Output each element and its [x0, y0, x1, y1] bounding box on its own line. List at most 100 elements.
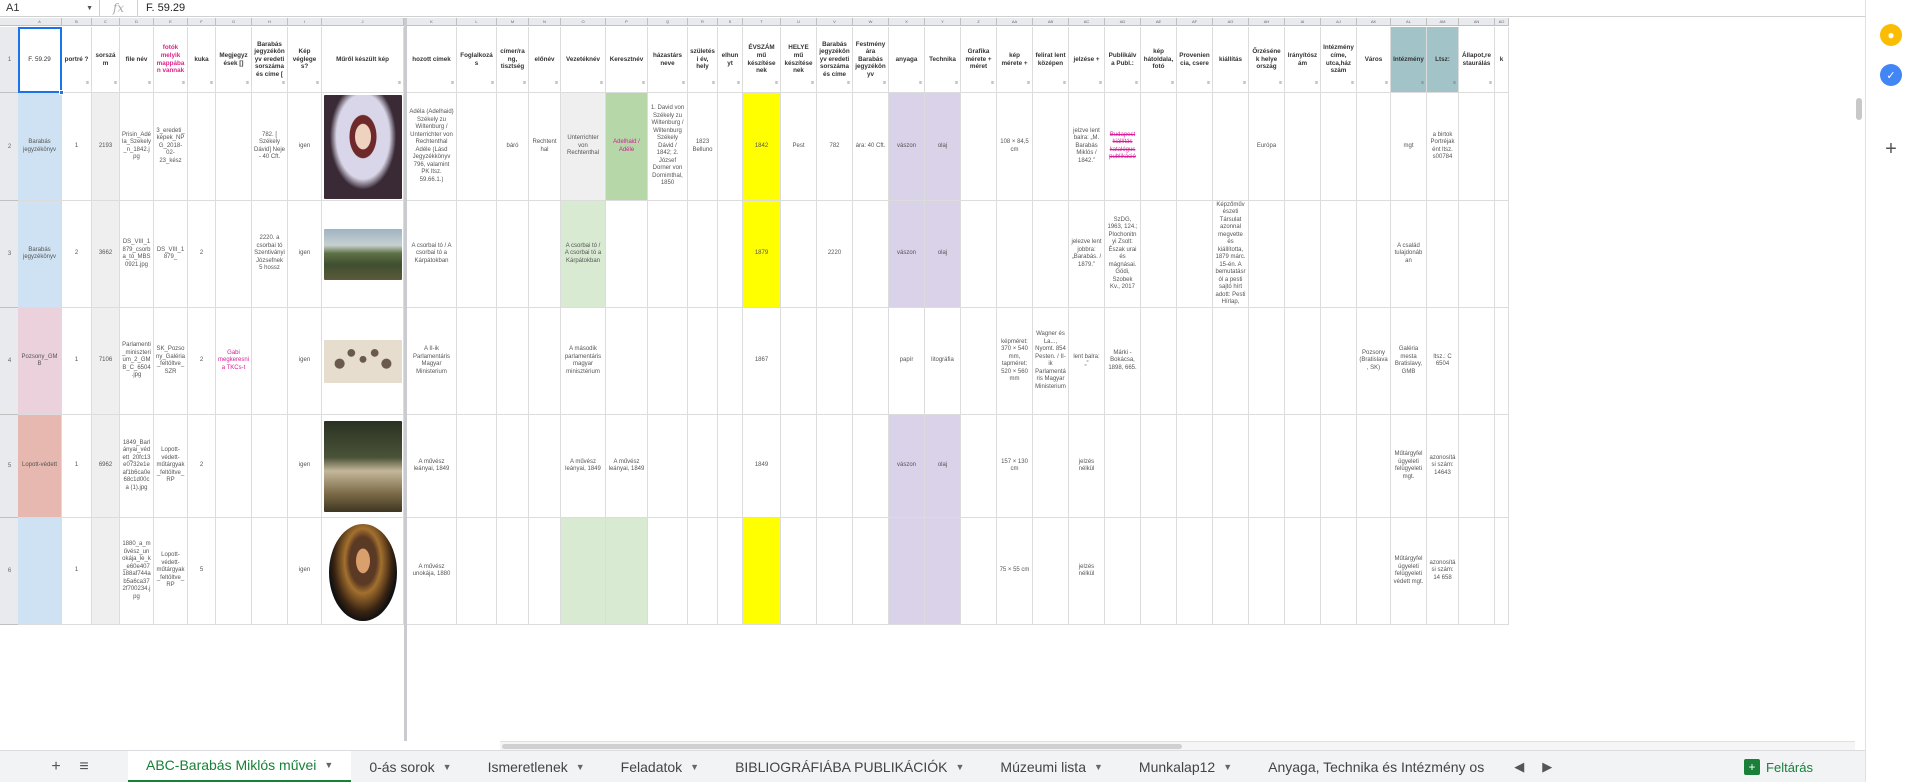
filter-icon[interactable]: ≡: [847, 80, 850, 87]
header-cell[interactable]: sorszám ≡: [92, 27, 120, 93]
header-cell[interactable]: HELYE mű készítése nek ≡: [781, 27, 817, 93]
column-header[interactable]: H: [252, 18, 288, 26]
table-cell[interactable]: [1033, 201, 1069, 308]
table-cell[interactable]: 1849_Barlányai_védett_20fc13e0732e1eaf1b…: [120, 415, 154, 518]
table-cell[interactable]: képméret: 370 × 540 mm, tapméret: 520 × …: [997, 308, 1033, 415]
table-cell[interactable]: [1427, 518, 1459, 625]
column-header[interactable]: K: [407, 18, 457, 26]
filter-icon[interactable]: ≡: [1135, 80, 1138, 87]
table-cell[interactable]: jelzés nélkül: [1069, 415, 1105, 518]
column-header[interactable]: AI: [1285, 18, 1321, 26]
table-cell[interactable]: 2220: [817, 201, 853, 308]
filter-icon[interactable]: ≡: [1453, 80, 1456, 87]
filter-icon[interactable]: ≡: [1027, 80, 1030, 87]
table-cell[interactable]: [322, 415, 404, 518]
filter-icon[interactable]: ≡: [491, 80, 494, 87]
table-cell[interactable]: [781, 415, 817, 518]
chevron-down-icon[interactable]: ▼: [1223, 761, 1233, 772]
column-header[interactable]: M: [497, 18, 529, 26]
table-cell[interactable]: [529, 415, 561, 518]
column-header[interactable]: V: [817, 18, 853, 26]
header-cell[interactable]: előnév ≡: [529, 27, 561, 93]
table-cell[interactable]: A II-ik Parlamentáris Magyar Ministerium: [407, 308, 457, 415]
table-cell[interactable]: lent balra: „”: [1069, 308, 1105, 415]
column-header[interactable]: A: [18, 18, 62, 26]
header-cell[interactable]: Intézmény címe, utca,ház szám ≡: [1321, 27, 1357, 93]
header-cell[interactable]: F. 59.29: [18, 27, 62, 93]
table-cell[interactable]: [407, 518, 457, 625]
column-header[interactable]: AJ: [1321, 18, 1357, 26]
header-cell[interactable]: kép mérete + ≡: [997, 27, 1033, 93]
filter-icon[interactable]: ≡: [642, 80, 645, 87]
table-cell[interactable]: [1321, 308, 1357, 415]
column-header[interactable]: AM: [1427, 18, 1459, 26]
table-cell[interactable]: [1033, 518, 1069, 625]
row-header[interactable]: 4: [0, 308, 20, 415]
chevron-down-icon[interactable]: ▼: [442, 761, 452, 772]
filter-icon[interactable]: ≡: [555, 80, 558, 87]
table-cell[interactable]: [1321, 201, 1357, 308]
table-cell[interactable]: [817, 308, 853, 415]
table-cell[interactable]: [1249, 518, 1285, 625]
table-cell[interactable]: [1105, 518, 1141, 625]
table-cell[interactable]: Barabás jegyzékönyv: [18, 93, 62, 201]
table-cell[interactable]: a birtok Portréjaként ltsz. s00784: [1427, 93, 1459, 201]
table-cell[interactable]: [120, 518, 154, 625]
table-cell[interactable]: 2: [188, 415, 216, 518]
filter-icon[interactable]: ≡: [811, 80, 814, 87]
table-cell[interactable]: A család tulajdonában: [1391, 201, 1427, 308]
table-cell[interactable]: jelzve lent balra: „M. Barabás Miklós / …: [1069, 93, 1105, 201]
header-cell[interactable]: Város ≡: [1357, 27, 1391, 93]
table-cell[interactable]: [457, 201, 497, 308]
table-cell[interactable]: 3_eredeti_képek_NPG_2018-02-23_kész: [154, 93, 188, 201]
select-all-corner[interactable]: [0, 18, 20, 26]
table-cell[interactable]: A művész leányai, 1849: [407, 415, 457, 518]
filter-icon[interactable]: ≡: [523, 80, 526, 87]
table-cell[interactable]: [1033, 415, 1069, 518]
table-cell[interactable]: vászon: [889, 93, 925, 201]
table-cell[interactable]: [781, 201, 817, 308]
table-cell[interactable]: [322, 201, 404, 308]
column-header[interactable]: D: [120, 18, 154, 26]
table-cell[interactable]: [961, 201, 997, 308]
scroll-tabs-left-icon[interactable]: ◀: [1514, 758, 1525, 774]
row-header[interactable]: 2: [0, 93, 20, 201]
header-cell[interactable]: jelzése + ≡: [1069, 27, 1105, 93]
table-cell[interactable]: SK_Pozsony_Galéria_feltöltve_SZR: [154, 308, 188, 415]
table-cell[interactable]: [1213, 518, 1249, 625]
table-cell[interactable]: Prisin_Adéla_Szekely_n_1842.jpg: [120, 93, 154, 201]
header-cell[interactable]: Megjegyzések [] ≡: [216, 27, 252, 93]
table-cell[interactable]: Rechtenthal: [529, 93, 561, 201]
table-cell[interactable]: 1879: [743, 201, 781, 308]
table-cell[interactable]: [817, 518, 853, 625]
table-cell[interactable]: [1141, 415, 1177, 518]
fill-handle[interactable]: [59, 90, 64, 95]
header-cell[interactable]: portré ? ≡: [62, 27, 92, 93]
chevron-down-icon[interactable]: ▼: [324, 760, 334, 770]
table-cell[interactable]: [1177, 201, 1213, 308]
column-header[interactable]: L: [457, 18, 497, 26]
table-cell[interactable]: [648, 201, 688, 308]
table-cell[interactable]: 2193: [92, 93, 120, 201]
chevron-down-icon[interactable]: ▼: [955, 761, 965, 772]
table-cell[interactable]: [1427, 201, 1459, 308]
table-cell[interactable]: [688, 308, 718, 415]
table-cell[interactable]: 7106: [92, 308, 120, 415]
portrait-thumbnail[interactable]: [324, 95, 402, 199]
column-header[interactable]: AE: [1141, 18, 1177, 26]
table-cell[interactable]: 1842: [743, 93, 781, 201]
column-header[interactable]: W: [853, 18, 889, 26]
table-cell[interactable]: [1213, 93, 1249, 201]
table-cell[interactable]: [497, 518, 529, 625]
table-cell[interactable]: [1141, 93, 1177, 201]
table-cell[interactable]: igen: [288, 415, 322, 518]
table-cell[interactable]: Unterrichter von Rechtenthal: [561, 93, 606, 201]
table-cell[interactable]: 157 × 130 cm: [997, 415, 1033, 518]
header-cell[interactable]: kép hátoldala, fotó ≡: [1141, 27, 1177, 93]
header-cell[interactable]: Irányítószám ≡: [1285, 27, 1321, 93]
filter-icon[interactable]: ≡: [282, 80, 285, 87]
column-header[interactable]: O: [561, 18, 606, 26]
sheet-tab[interactable]: 0-ás sorok ▼: [351, 751, 469, 782]
column-header[interactable]: AN: [1459, 18, 1495, 26]
table-cell[interactable]: [1285, 518, 1321, 625]
